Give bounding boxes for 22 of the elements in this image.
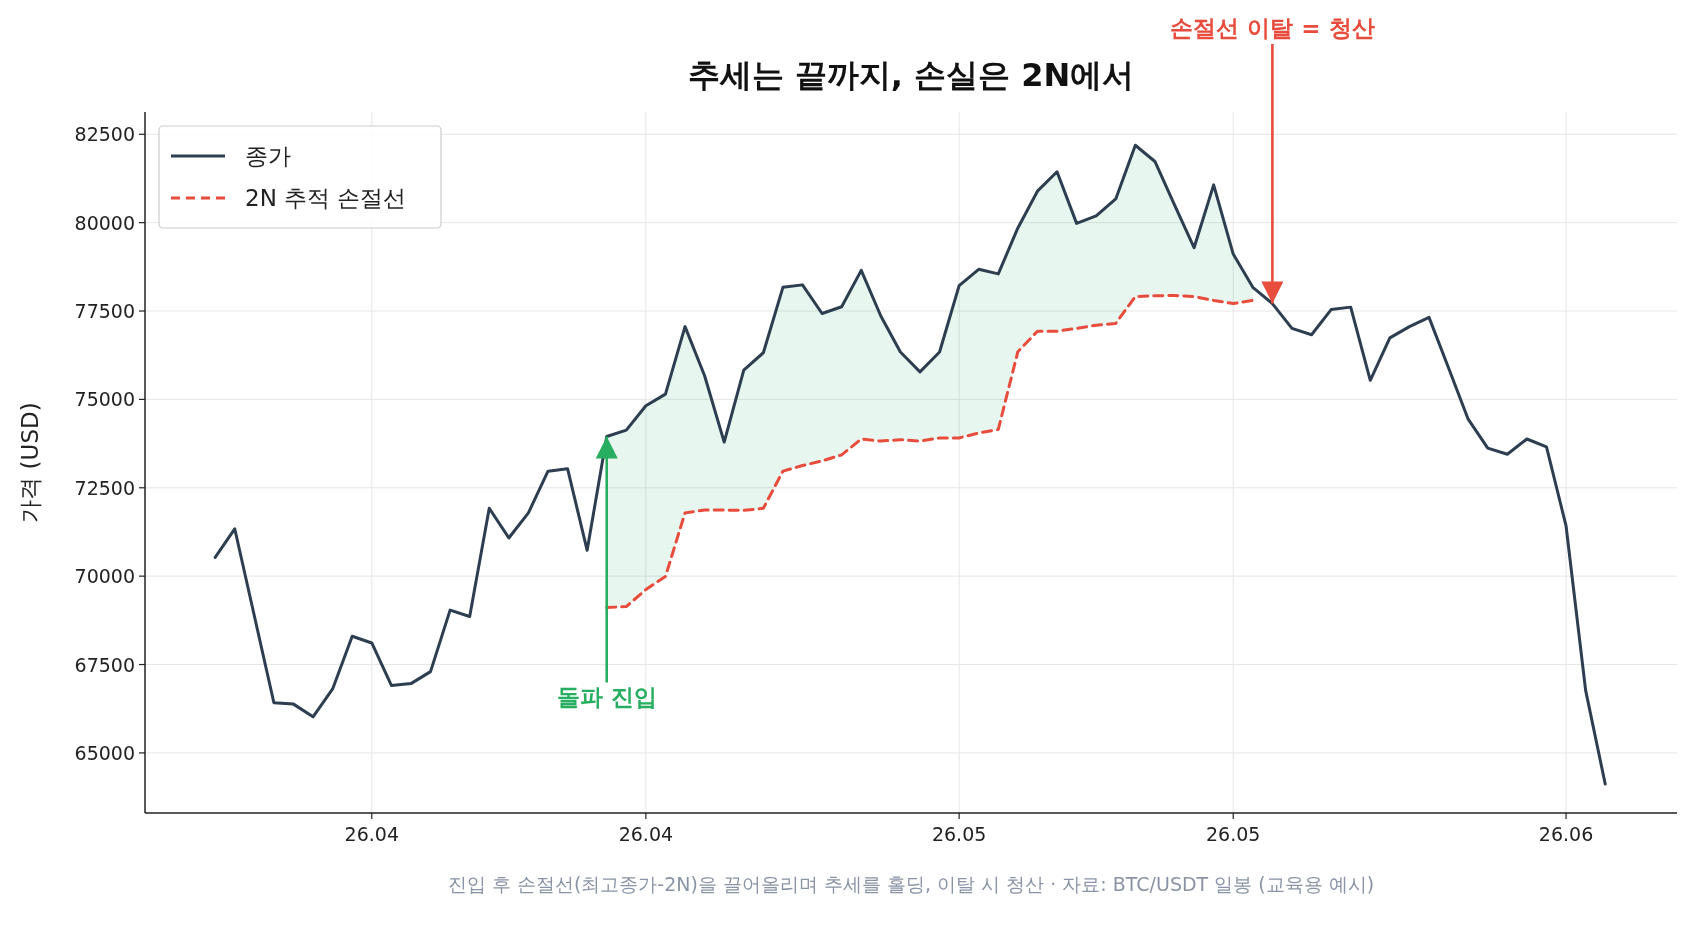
chart-title: 추세는 끝까지, 손실은 2N에서 xyxy=(687,56,1135,94)
text: 진입 후 손절선(최고종가-2N)을 끌어올리며 추세를 홀딩, 이탈 시 청산 · 자료: BTC/USDT 일봉 (교육용 예시) xyxy=(447,873,1375,895)
y-tick-label: 65000 xyxy=(74,741,135,764)
annotation: 돌파 진입 xyxy=(556,436,657,710)
annotation: 돌파 진입 xyxy=(556,683,657,710)
y-tick-label: 77500 xyxy=(74,300,135,323)
legend-label: 2N 추적 손절선 xyxy=(245,185,407,211)
y-tick-label: 70000 xyxy=(74,565,135,588)
annotation: 손절선 이탈 = 청산 xyxy=(1170,15,1375,41)
y-tick-label: 75000 xyxy=(74,388,135,411)
x-tick-label: 26.05 xyxy=(931,823,987,845)
x-tick-label: 26.05 xyxy=(1206,823,1261,845)
y-tick-label: 67500 xyxy=(74,653,135,676)
x-tick-label: 26.04 xyxy=(618,823,674,845)
y-axis-title: 가격 (USD) xyxy=(17,402,43,523)
legend-label: 종가 xyxy=(245,143,291,169)
y-tick-label: 80000 xyxy=(74,211,135,234)
y-tick-label: 82500 xyxy=(74,123,135,146)
annotation: 손절선 이탈 = 청산 xyxy=(1170,15,1375,304)
x-tick-label: 26.04 xyxy=(344,823,399,845)
x-tick-label: 26.06 xyxy=(1538,823,1594,845)
y-tick-label: 72500 xyxy=(74,476,135,499)
